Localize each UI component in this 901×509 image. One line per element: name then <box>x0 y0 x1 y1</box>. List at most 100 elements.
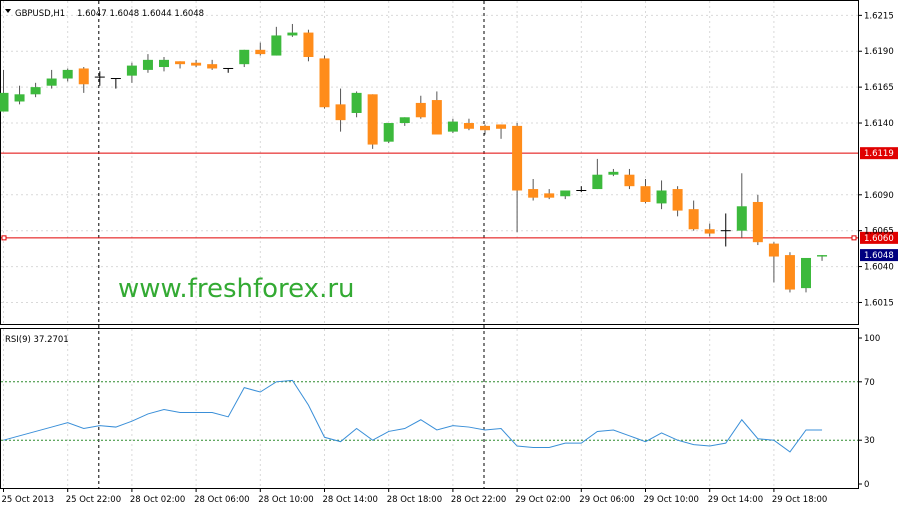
candle <box>159 56 169 72</box>
candle-body <box>62 69 73 79</box>
candle <box>817 255 828 261</box>
line-anchor-handle[interactable] <box>1 235 7 241</box>
candle-body <box>399 117 410 124</box>
price-axis-label: 1.6065 <box>864 227 894 237</box>
rsi-title: RSI(9) 37.2701 <box>5 335 69 345</box>
price-axis-label: 1.6190 <box>864 47 894 57</box>
rsi-axis-label: 100 <box>864 334 880 344</box>
candle <box>512 123 523 233</box>
time-axis-label: 25 Oct 2013 <box>2 495 55 505</box>
time-axis-label: 28 Oct 18:00 <box>387 495 442 505</box>
candle <box>752 194 763 246</box>
dropdown-triangle-icon[interactable] <box>5 9 11 13</box>
candle <box>560 190 571 200</box>
rsi-axis-label: 30 <box>864 436 875 446</box>
ohlc-readout: 1.6047 1.6048 1.6044 1.6048 <box>77 9 204 19</box>
candle-body <box>817 255 828 257</box>
candle-body <box>271 35 282 56</box>
candle <box>528 179 539 201</box>
price-axis-label: 1.6215 <box>864 11 894 21</box>
candle-body <box>528 189 539 198</box>
rsi-pane-frame <box>0 328 859 489</box>
candle-body <box>624 174 635 187</box>
line-anchor-handle[interactable] <box>851 235 857 241</box>
candle <box>367 94 378 149</box>
candle-body <box>480 125 490 131</box>
time-axis-label: 28 Oct 10:00 <box>258 495 313 505</box>
candle <box>191 59 202 68</box>
time-axis-label: 29 Oct 18:00 <box>772 495 827 505</box>
candle-body <box>175 61 186 65</box>
candle-body <box>30 87 41 95</box>
candle <box>351 91 362 118</box>
candle-body <box>415 102 426 118</box>
time-axis-label: 29 Oct 14:00 <box>708 495 763 505</box>
candle <box>704 223 715 237</box>
candle <box>255 42 266 56</box>
candle <box>784 252 795 293</box>
candle-body <box>191 62 202 66</box>
candle-body <box>672 189 683 211</box>
rsi-axis-label: 0 <box>864 480 869 490</box>
price-axis-label: 1.6140 <box>864 119 894 129</box>
time-axis-label: 29 Oct 02:00 <box>515 495 570 505</box>
candle-body <box>640 186 651 202</box>
candle <box>335 88 346 132</box>
candle-body <box>287 32 298 36</box>
candle-body <box>367 94 378 145</box>
candle <box>14 85 25 105</box>
candle-body <box>14 94 25 102</box>
candle <box>0 69 9 112</box>
candle <box>688 200 699 231</box>
candle-body <box>78 68 89 85</box>
time-axis-label: 25 Oct 22:00 <box>66 495 121 505</box>
candle <box>303 29 314 62</box>
candle-body <box>784 255 795 290</box>
price-tag-label: 1.6060 <box>864 234 894 244</box>
candle <box>496 124 507 139</box>
price-tag <box>860 147 898 160</box>
candle-body <box>319 58 330 108</box>
candle-body <box>496 124 507 129</box>
time-axis-label: 29 Oct 10:00 <box>644 495 699 505</box>
candle-body <box>704 229 715 234</box>
candle <box>720 213 731 247</box>
candle <box>271 26 282 56</box>
price-axis-label: 1.6165 <box>864 83 894 93</box>
candle <box>801 257 811 293</box>
candle <box>431 91 442 135</box>
candle-body <box>126 65 137 76</box>
candle <box>624 168 635 190</box>
horizontal-lines[interactable]: 1.6119 1.6060 1.6048 <box>1 147 898 262</box>
price-axis-label: 1.6015 <box>864 298 894 308</box>
candle <box>768 242 779 283</box>
price-tag <box>860 231 898 244</box>
candle-body <box>46 78 57 86</box>
candle <box>399 117 410 126</box>
symbol-label: GBPUSD,H1 <box>15 9 65 19</box>
candle <box>656 180 667 210</box>
candle <box>592 158 603 190</box>
current-price-label: 1.6048 <box>864 251 894 261</box>
candle <box>415 95 426 119</box>
main-pane-frame <box>0 0 859 325</box>
price-tag-label: 1.6119 <box>864 149 894 159</box>
price-axis-label: 1.6040 <box>864 263 894 273</box>
candle-body <box>560 190 571 197</box>
time-axis-label: 28 Oct 14:00 <box>323 495 378 505</box>
price-axis-label: 1.6090 <box>864 191 894 201</box>
candle-body <box>463 123 474 129</box>
time-axis-label: 28 Oct 22:00 <box>451 495 506 505</box>
candle-body <box>801 257 811 289</box>
candle <box>142 54 153 73</box>
candle-body <box>447 121 458 132</box>
candle <box>447 118 458 134</box>
current-price-tag <box>860 249 898 262</box>
time-axis-label: 29 Oct 06:00 <box>579 495 634 505</box>
candle <box>608 168 619 177</box>
candle-body <box>335 104 346 121</box>
rsi-indicator <box>1 379 858 453</box>
candle <box>463 118 474 131</box>
candle <box>480 124 490 135</box>
